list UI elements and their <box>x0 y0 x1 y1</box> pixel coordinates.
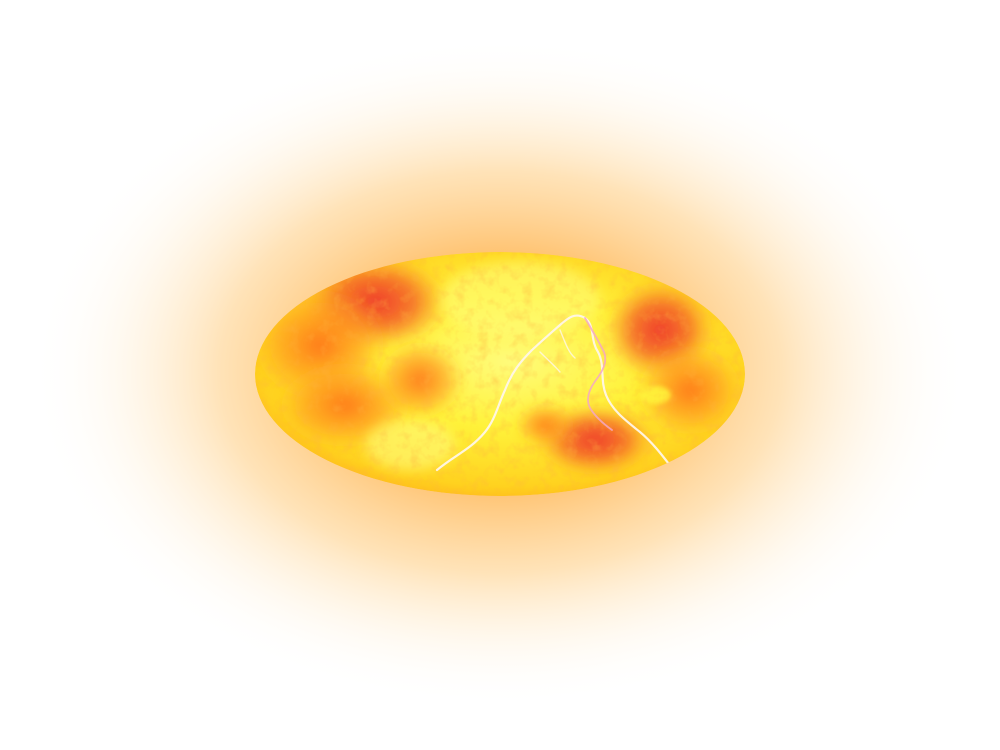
lightning-branch-pink <box>584 317 613 431</box>
lightning-strand <box>435 314 674 472</box>
core-ellipse <box>255 252 745 496</box>
